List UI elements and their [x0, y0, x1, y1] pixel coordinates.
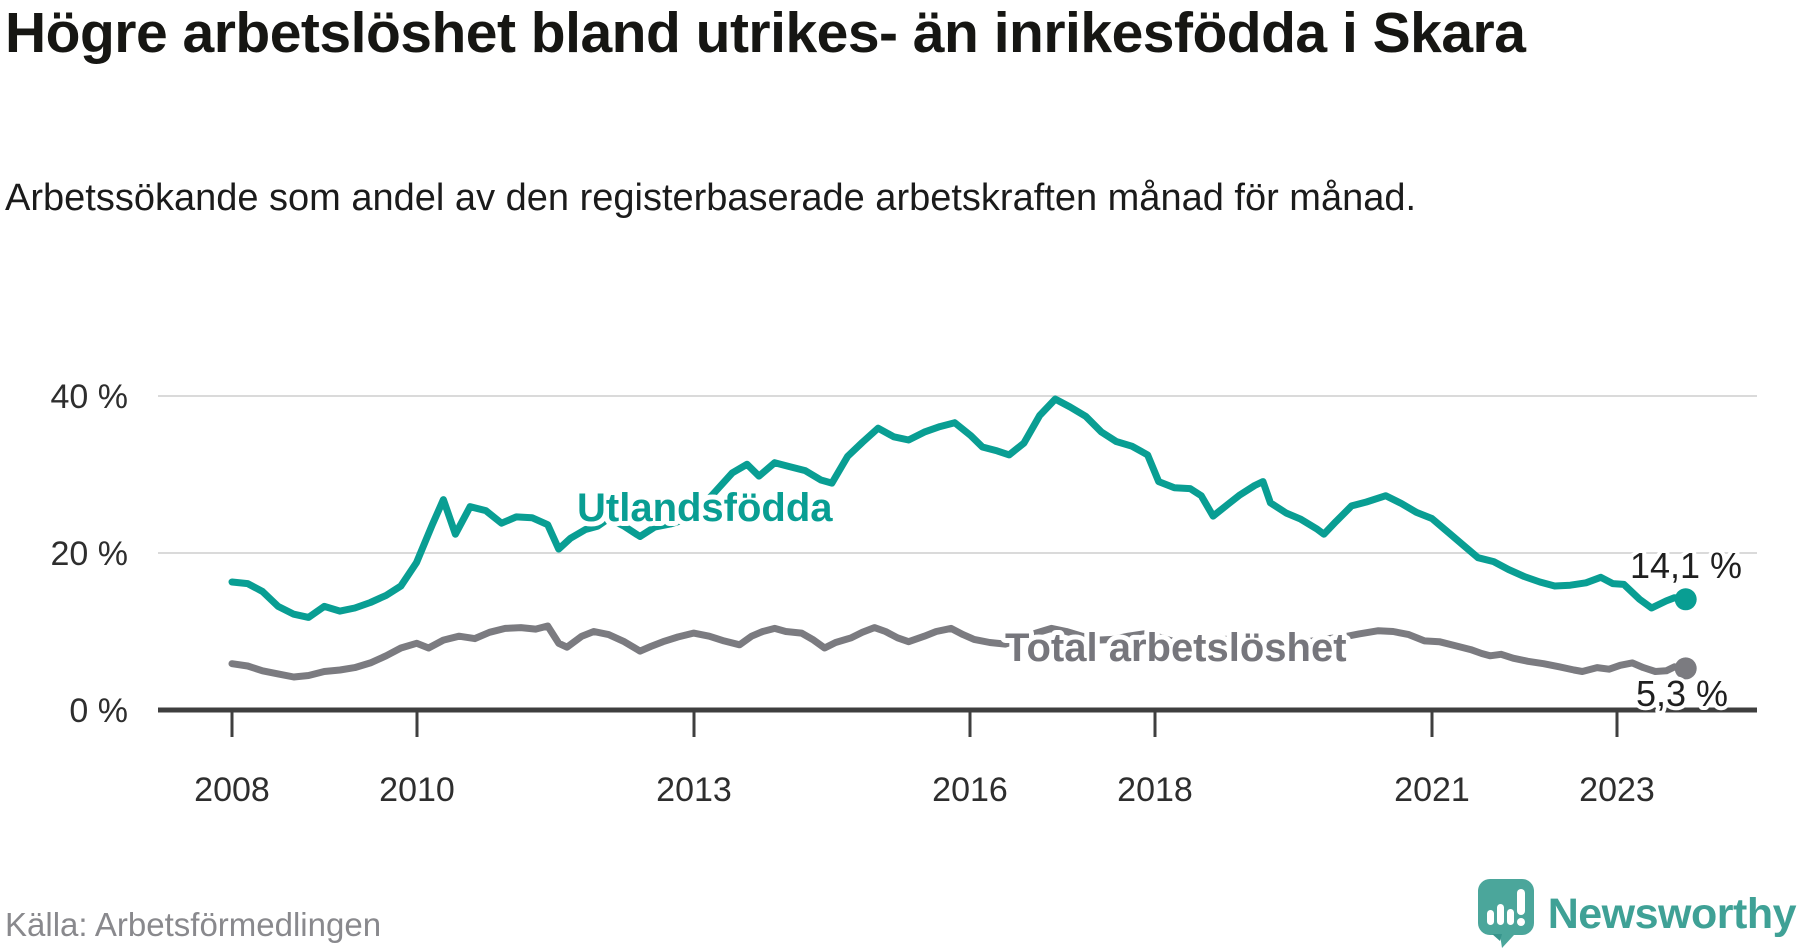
source-caption: Källa: Arbetsförmedlingen [5, 906, 382, 943]
x-axis-ticks [230, 712, 1619, 737]
y-tick-label-0: 0 % [69, 692, 128, 730]
end-value-label-utlandsfodda: 14,1 % [1630, 545, 1742, 586]
x-tick-label-2023: 2023 [1579, 771, 1655, 809]
newsworthy-wordmark: Newsworthy [1547, 890, 1797, 938]
end-value-label-total: 5,3 % [1636, 673, 1728, 714]
newsworthy-logo-icon [1477, 879, 1534, 948]
x-tick-label-2016: 2016 [932, 771, 1008, 809]
logo-bar-2 [1496, 904, 1504, 925]
end-dot-total-arbetsloshet [1674, 657, 1697, 680]
newsworthy-brand: Newsworthy [1477, 878, 1797, 948]
x-tick-label-2018: 2018 [1117, 771, 1193, 809]
x-tick-label-2021: 2021 [1394, 771, 1470, 809]
logo-bar-3 [1506, 909, 1514, 925]
logo-bar-1 [1486, 910, 1494, 925]
series-label-total-arbetsloshet: Total arbetslöshet [1005, 626, 1347, 670]
page-title: Högre arbetslöshet bland utrikes- än inr… [5, 1, 1526, 65]
series-label-utlandsfodda: Utlandsfödda [577, 486, 833, 530]
logo-exclamation-dot [1516, 918, 1525, 926]
speech-bubble-shape [1477, 879, 1534, 948]
series-line-total-arbetsloshet [228, 622, 1690, 681]
chart-series [228, 395, 1697, 681]
x-tick-label-2010: 2010 [379, 771, 455, 809]
chart-gridlines [158, 395, 1757, 554]
end-dot-utlandsfodda [1674, 588, 1697, 611]
y-tick-label-20: 20 % [51, 535, 129, 573]
series-line-utlandsfodda [228, 395, 1690, 621]
x-tick-label-2008: 2008 [194, 771, 270, 809]
y-tick-label-40: 40 % [51, 378, 129, 416]
x-tick-label-2013: 2013 [656, 771, 732, 809]
page-subtitle: Arbetssökande som andel av den registerb… [5, 177, 1417, 219]
speech-bubble-tail-shade [1491, 934, 1502, 941]
logo-exclamation-bar [1516, 889, 1525, 915]
